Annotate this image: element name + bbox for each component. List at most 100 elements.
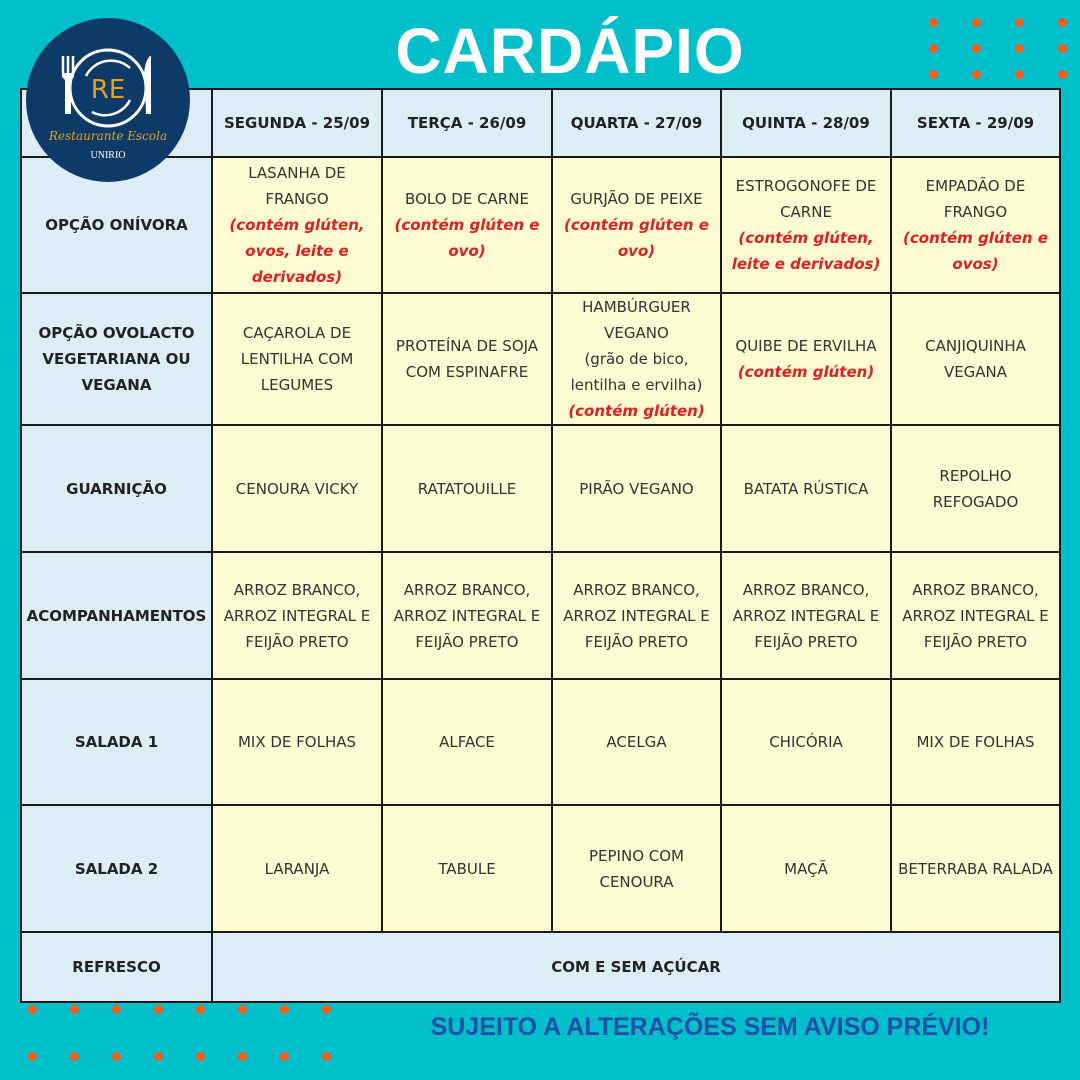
decorative-dots-top-right [929,18,1067,79]
dot [929,70,938,79]
dish-name: PIRÃO VEGANO [579,479,694,498]
dot [1015,18,1024,27]
menu-row: GUARNIÇÃO CENOURA VICKY RATATOUILLE PIRÃO V… [20,424,1061,553]
dot [1058,70,1067,79]
menu-cell: BATATA RÚSTICA [720,424,892,553]
dot [972,70,981,79]
plate-cutlery-icon: RE Restaurante Escola UNIRIO [48,48,167,161]
menu-cell: PEPINO COM CENOURA [551,804,722,933]
dish-name: LASANHA DE FRANGO [248,164,346,208]
dot [1015,44,1024,53]
menu-row: OPÇÃO ONÍVORA LASANHA DE FRANGO (contém gl… [20,156,1061,294]
day-header: QUINTA - 28/09 [720,88,892,158]
dish-name: HAMBÚRGUER VEGANO [582,298,691,342]
menu-cell: PIRÃO VEGANO [551,424,722,553]
dot [238,1052,247,1061]
dish-name: ARROZ BRANCO, ARROZ INTEGRAL E FEIJÃO PR… [563,580,710,651]
menu-cell: CANJIQUINHA VEGANA [890,292,1061,426]
dot [929,44,938,53]
menu-cell: MIX DE FOLHAS [890,678,1061,806]
menu-cell: CAÇAROLA DE LENTILHA COM LEGUMES [211,292,383,426]
menu-row: ACOMPANHAMENTOS ARROZ BRANCO, ARROZ INTEG… [20,551,1061,680]
day-header: QUARTA - 27/09 [551,88,722,158]
dot [929,18,938,27]
allergen-note: (contém glúten e ovo) [564,216,709,260]
refresco-value: COM E SEM AÇÚCAR [211,931,1061,1003]
dot [972,18,981,27]
day-header: SEXTA - 29/09 [890,88,1061,158]
menu-cell: ALFACE [381,678,553,806]
decorative-dots-bottom-left [28,1005,331,1061]
menu-cell: ARROZ BRANCO, ARROZ INTEGRAL E FEIJÃO PR… [211,551,383,680]
menu-cell: CENOURA VICKY [211,424,383,553]
menu-cell: ACELGA [551,678,722,806]
dish-name: TABULE [438,859,496,878]
dish-name: ARROZ BRANCO, ARROZ INTEGRAL E FEIJÃO PR… [393,580,541,651]
dish-name: ACELGA [606,733,667,751]
dish-name: ESTROGONOFE DE CARNE [735,177,877,221]
allergen-note: (contém glúten, ovos, leite e derivados) [229,216,365,286]
dot [1058,44,1067,53]
dish-name: LARANJA [264,859,330,878]
dish-name: CENOURA VICKY [235,479,359,498]
svg-text:Restaurante Escola: Restaurante Escola [48,129,167,143]
dot [972,44,981,53]
dish-name: CHICÓRIA [769,733,843,751]
dish-name: CANJIQUINHA VEGANA [925,337,1026,381]
menu-cell: GURJÃO DE PEIXE (contém glúten e ovo) [551,156,722,294]
menu-row: SALADA 1 MIX DE FOLHAS ALFACE ACELGA CHICÓRI… [20,678,1061,806]
dish-name: ARROZ BRANCO, ARROZ INTEGRAL E FEIJÃO PR… [902,580,1049,651]
dish-name: ARROZ BRANCO, ARROZ INTEGRAL E FEIJÃO PR… [223,580,371,651]
dot [70,1005,79,1014]
dish-ingredients: (grão de bico, lentilha e ervilha) [570,350,703,394]
dish-name: MIX DE FOLHAS [237,733,357,751]
menu-cell: MIX DE FOLHAS [211,678,383,806]
dish-name: QUIBE DE ERVILHA [735,337,877,355]
dot [1015,70,1024,79]
dish-name: BOLO DE CARNE [405,190,529,208]
day-header: SEGUNDA - 25/09 [211,88,383,158]
row-label: GUARNIÇÃO [20,424,213,553]
dot [280,1052,289,1061]
restaurant-logo: RE Restaurante Escola UNIRIO [26,18,190,182]
menu-cell: ARROZ BRANCO, ARROZ INTEGRAL E FEIJÃO PR… [551,551,722,680]
menu-cell: QUIBE DE ERVILHA (contém glúten) [720,292,892,426]
dot [196,1052,205,1061]
dish-name: ALFACE [439,733,495,751]
menu-cell: PROTEÍNA DE SOJA COM ESPINAFRE [381,292,553,426]
day-header: TERÇA - 26/09 [381,88,553,158]
dish-name: BETERRABA RALADA [898,859,1053,878]
dot [112,1005,121,1014]
dot [322,1005,331,1014]
dot [280,1005,289,1014]
dish-name: EMPADÃO DE FRANGO [925,177,1026,221]
dish-name: GURJÃO DE PEIXE [570,190,703,208]
row-label: SALADA 2 [20,804,213,933]
menu-cell: ARROZ BRANCO, ARROZ INTEGRAL E FEIJÃO PR… [381,551,553,680]
menu-cell: BOLO DE CARNE (contém glúten e ovo) [381,156,553,294]
menu-cell: ARROZ BRANCO, ARROZ INTEGRAL E FEIJÃO PR… [890,551,1061,680]
dot [154,1052,163,1061]
dish-name: ARROZ BRANCO, ARROZ INTEGRAL E FEIJÃO PR… [732,580,880,651]
dish-name: PEPINO COM CENOURA [588,846,684,891]
dot [1058,18,1067,27]
dish-name: MIX DE FOLHAS [916,733,1035,751]
menu-cell: CHICÓRIA [720,678,892,806]
menu-row: OPÇÃO OVOLACTO VEGETARIANA OU VEGANA CAÇA… [20,292,1061,426]
allergen-note: (contém glúten, leite e derivados) [731,229,881,273]
menu-cell: LASANHA DE FRANGO (contém glúten, ovos, l… [211,156,383,294]
dish-name: RATATOUILLE [417,479,517,498]
menu-cell: BETERRABA RALADA [890,804,1061,933]
dot [196,1005,205,1014]
allergen-note: (contém glúten e ovos) [903,229,1048,273]
disclaimer-text: SUJEITO A ALTERAÇÕES SEM AVISO PRÉVIO! [430,1013,990,1041]
dot [28,1052,37,1061]
dot [154,1005,163,1014]
dish-name: BATATA RÚSTICA [743,479,869,498]
row-label: ACOMPANHAMENTOS [20,551,213,680]
dot [112,1052,121,1061]
weekly-menu-table: SEGUNDA - 25/09 TERÇA - 26/09 QUARTA - 27/… [20,88,1061,1003]
menu-cell: TABULE [381,804,553,933]
allergen-note: (contém glúten) [737,363,875,381]
menu-cell: EMPADÃO DE FRANGO (contém glúten e ovos) [890,156,1061,294]
